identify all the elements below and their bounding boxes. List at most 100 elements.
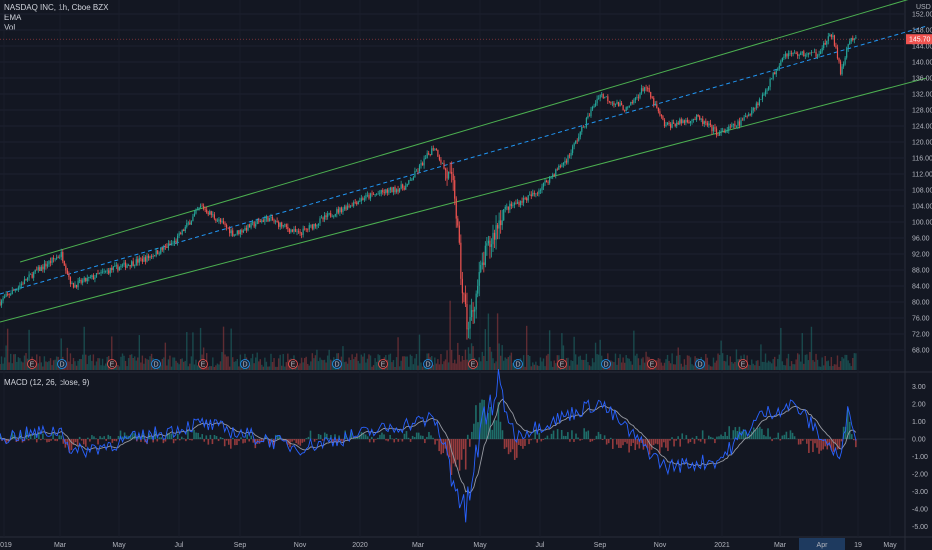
- macd-histogram-bar: [581, 439, 583, 440]
- candle-body: [460, 242, 462, 279]
- volume-bar: [146, 359, 148, 370]
- symbol-legend[interactable]: NASDAQ INC, 1h, Cboe BZX: [4, 3, 109, 12]
- macd-histogram-bar: [221, 437, 224, 440]
- ema-legend[interactable]: EMA: [4, 13, 22, 22]
- marker-label: E: [30, 362, 35, 369]
- volume-bar: [764, 353, 767, 370]
- candle-body: [680, 119, 682, 124]
- candle-body: [533, 192, 535, 194]
- volume-bar: [129, 354, 131, 370]
- volume-bar: [783, 364, 785, 370]
- candle-body: [271, 217, 274, 221]
- candle-body: [850, 38, 852, 42]
- candle-body: [225, 224, 228, 228]
- volume-bar: [412, 364, 415, 370]
- candle-body: [812, 52, 814, 53]
- volume-bar: [760, 344, 762, 370]
- macd-tick-label: -5.00: [912, 524, 928, 531]
- time-tick-label: 19: [854, 542, 862, 549]
- macd-histogram-bar: [524, 439, 526, 446]
- candle-body: [284, 224, 286, 226]
- dividend-marker: [57, 359, 67, 369]
- candle-body: [350, 205, 352, 207]
- earnings-marker: [468, 359, 478, 369]
- candle-body: [121, 264, 124, 266]
- macd-histogram-bar: [215, 436, 218, 440]
- candle-body: [760, 99, 762, 100]
- volume-bar: [36, 354, 38, 370]
- marker-label: D: [59, 362, 64, 369]
- macd-histogram-bar: [430, 435, 432, 440]
- macd-histogram-bar: [661, 439, 663, 448]
- marker-label: D: [603, 362, 608, 369]
- macd-histogram-bar: [663, 439, 665, 443]
- candle-body: [489, 240, 491, 247]
- volume-bar: [348, 357, 350, 370]
- candle-body: [556, 169, 558, 171]
- volume-bar: [71, 364, 73, 370]
- macd-histogram-bar: [779, 439, 782, 441]
- macd-histogram-bar: [89, 439, 91, 442]
- candle-body: [426, 153, 428, 158]
- volume-bar: [189, 363, 191, 370]
- candle-body: [568, 155, 571, 157]
- macd-histogram-bar: [70, 439, 73, 451]
- macd-histogram-bar: [187, 430, 189, 440]
- candle-body: [20, 283, 23, 286]
- candle-body: [155, 250, 157, 256]
- macd-histogram-bar: [485, 422, 487, 440]
- volume-bar: [253, 363, 255, 370]
- macd-histogram-bar: [219, 437, 222, 440]
- macd-histogram-bar: [477, 422, 479, 440]
- volume-bar: [645, 351, 647, 370]
- signal-line: [0, 398, 857, 494]
- macd-tick-label: -4.00: [912, 506, 928, 513]
- candle-body: [461, 278, 463, 294]
- macd-histogram-bar: [654, 439, 657, 444]
- volume-bar: [668, 360, 670, 370]
- macd-histogram-bar: [379, 434, 381, 440]
- time-tick-label: Jul: [536, 542, 545, 549]
- macd-legend[interactable]: MACD (12, 26, close, 9): [4, 378, 90, 387]
- volume-legend[interactable]: Vol: [4, 23, 16, 32]
- macd-histogram-bar: [511, 439, 514, 450]
- macd-histogram-bar: [307, 436, 310, 440]
- macd-histogram-bar: [722, 435, 724, 440]
- macd-histogram-bar: [103, 436, 105, 440]
- candle-body: [92, 275, 94, 280]
- macd-histogram-bar: [830, 439, 833, 450]
- candle-body: [781, 58, 783, 62]
- candle-body: [117, 265, 119, 271]
- candle-body: [218, 219, 220, 221]
- volume-bar: [809, 352, 811, 370]
- price-tick-label: 68.00: [912, 348, 930, 355]
- candle-body: [559, 165, 561, 167]
- candle-body: [622, 105, 624, 111]
- candle-body: [186, 223, 188, 227]
- candle-body: [708, 123, 710, 126]
- volume-bar: [54, 359, 56, 370]
- macd-histogram-bar: [377, 437, 379, 440]
- volume-bar: [454, 359, 456, 370]
- volume-bar: [853, 353, 856, 370]
- volume-bar: [94, 365, 96, 370]
- candle-body: [94, 277, 96, 280]
- candle-body: [377, 193, 379, 195]
- candle-body: [696, 114, 698, 120]
- time-tick-label: May: [473, 542, 487, 549]
- volume-bar: [721, 353, 724, 370]
- candle-body: [7, 294, 9, 295]
- candle-body: [836, 47, 839, 59]
- candle-body: [51, 257, 53, 263]
- candle-body: [607, 96, 609, 102]
- earnings-marker: [738, 359, 748, 369]
- macd-histogram-bar: [358, 434, 361, 440]
- candle-body: [703, 121, 705, 124]
- volume-bar: [163, 357, 165, 370]
- macd-histogram-bar: [381, 432, 383, 440]
- macd-histogram-bar: [810, 439, 812, 441]
- candle-body: [677, 122, 679, 125]
- macd-histogram-bar: [724, 431, 726, 440]
- macd-histogram-bar: [113, 439, 116, 441]
